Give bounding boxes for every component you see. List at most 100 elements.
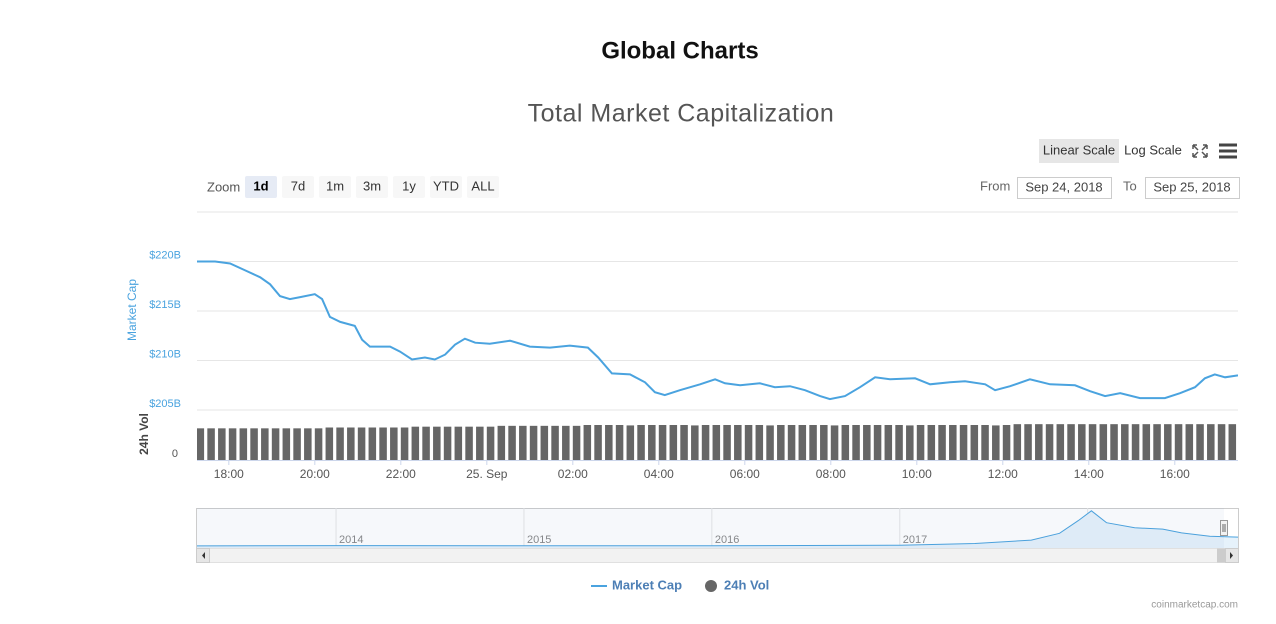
navigator-mask [197,508,1224,548]
x-tick-label: 14:00 [1074,467,1104,481]
zoom-button[interactable] [356,176,388,198]
volume-bar [755,425,764,460]
volume-bar [594,425,602,460]
volume-bar [540,425,549,460]
volume-bar [304,428,312,460]
zoom-button[interactable] [282,176,314,198]
legend-label[interactable]: 24h Vol [724,577,769,592]
volume-bar [497,425,506,460]
scrollbar-track[interactable] [196,548,1239,563]
credits[interactable]: coinmarketcap.com [1151,600,1238,611]
volume-bar [508,425,516,460]
navigator-tick-label: 2014 [339,534,363,546]
zoom-button-label: 1m [326,178,344,193]
zoom-button-label: 3m [363,178,381,193]
volume-bar [680,425,688,460]
fullscreen-icon[interactable] [1192,144,1208,158]
volume-bar [777,425,785,460]
x-tick-label: 18:00 [214,467,244,481]
to-input[interactable] [1145,177,1240,199]
from-input[interactable] [1017,177,1112,199]
volume-bar [766,425,774,460]
volume-bar [1185,424,1194,460]
zoom-label: Zoom [207,179,240,194]
volume-bar [379,427,387,460]
volume-bar [895,425,903,460]
volume-bar [959,425,968,460]
x-tick-label: 02:00 [558,467,588,481]
volume-bar [712,425,721,460]
volume-bar [390,427,398,460]
volume-bar [551,425,559,460]
volume-bar [1217,424,1226,460]
x-tick-label: 10:00 [902,467,932,481]
volume-bar [992,425,1000,460]
x-tick-label: 06:00 [730,467,760,481]
volume-bar [852,425,860,460]
volume-bar [207,428,215,460]
market-cap-line [197,260,1238,401]
volume-bar [228,428,237,460]
volume-bar [357,427,366,460]
scale-button[interactable] [1039,139,1119,163]
y-tick-label: $220B [149,249,181,261]
zoom-button[interactable] [467,176,499,198]
zoom-button[interactable] [393,176,425,198]
volume-bar [250,428,258,460]
volume-bar [261,428,269,460]
page-title: Global Charts [601,37,758,64]
volume-bar [368,427,377,460]
volume-bar [884,425,893,460]
volume-bar [1164,424,1172,460]
volume-bar [583,425,592,460]
chart-title: Total Market Capitalization [528,100,835,128]
zoom-button-label: 1d [253,178,268,193]
volume-bar [465,426,473,460]
volume-bar [239,428,248,460]
zoom-button[interactable] [245,176,277,198]
volume-bar [1142,424,1151,460]
volume-bar [841,425,850,460]
zoom-button-label: 1y [402,178,416,193]
legend-label[interactable]: Market Cap [612,577,682,592]
to-value: Sep 25, 2018 [1153,179,1230,194]
y-axis-title: Market Cap [125,279,139,341]
volume-bar [486,426,495,460]
volume-bar [1131,424,1140,460]
volume-bar [529,425,538,460]
navigator-handle-grip [1222,524,1226,532]
volume-bar [970,425,979,460]
volume-bar [1121,424,1129,460]
navigator-handle[interactable] [1220,520,1228,536]
volume-bar [443,426,452,460]
volume-bar [1013,424,1022,460]
scroll-left-arrow [202,552,205,559]
scale-button[interactable] [1121,139,1185,163]
volume-bar [476,426,484,460]
volume-bar [1207,424,1215,460]
x-tick-label: 25. Sep [466,467,508,481]
zoom-button[interactable] [430,176,462,198]
volume-bar [809,425,817,460]
navigator-tick-label: 2016 [715,534,739,546]
volume-bar [519,425,527,460]
volume-bar [701,425,710,460]
navigator-tick-label: 2015 [527,534,551,546]
volume-bar [336,427,344,460]
volume-bar [562,425,570,460]
volume-bar [916,425,925,460]
zoom-button[interactable] [319,176,351,198]
zoom-button-label: 7d [291,178,305,193]
volume-bar [830,425,839,460]
volume-bar [1024,424,1032,460]
volume-bar [1056,424,1065,460]
to-label: To [1123,178,1137,193]
volume-bar [906,425,914,460]
volume-bar [787,425,796,460]
menu-icon[interactable] [1219,143,1237,159]
scrollbar-thumb[interactable] [1217,548,1226,563]
x-tick-label: 16:00 [1160,467,1190,481]
volume-bar [744,425,753,460]
y-tick-label: $205B [149,398,181,410]
